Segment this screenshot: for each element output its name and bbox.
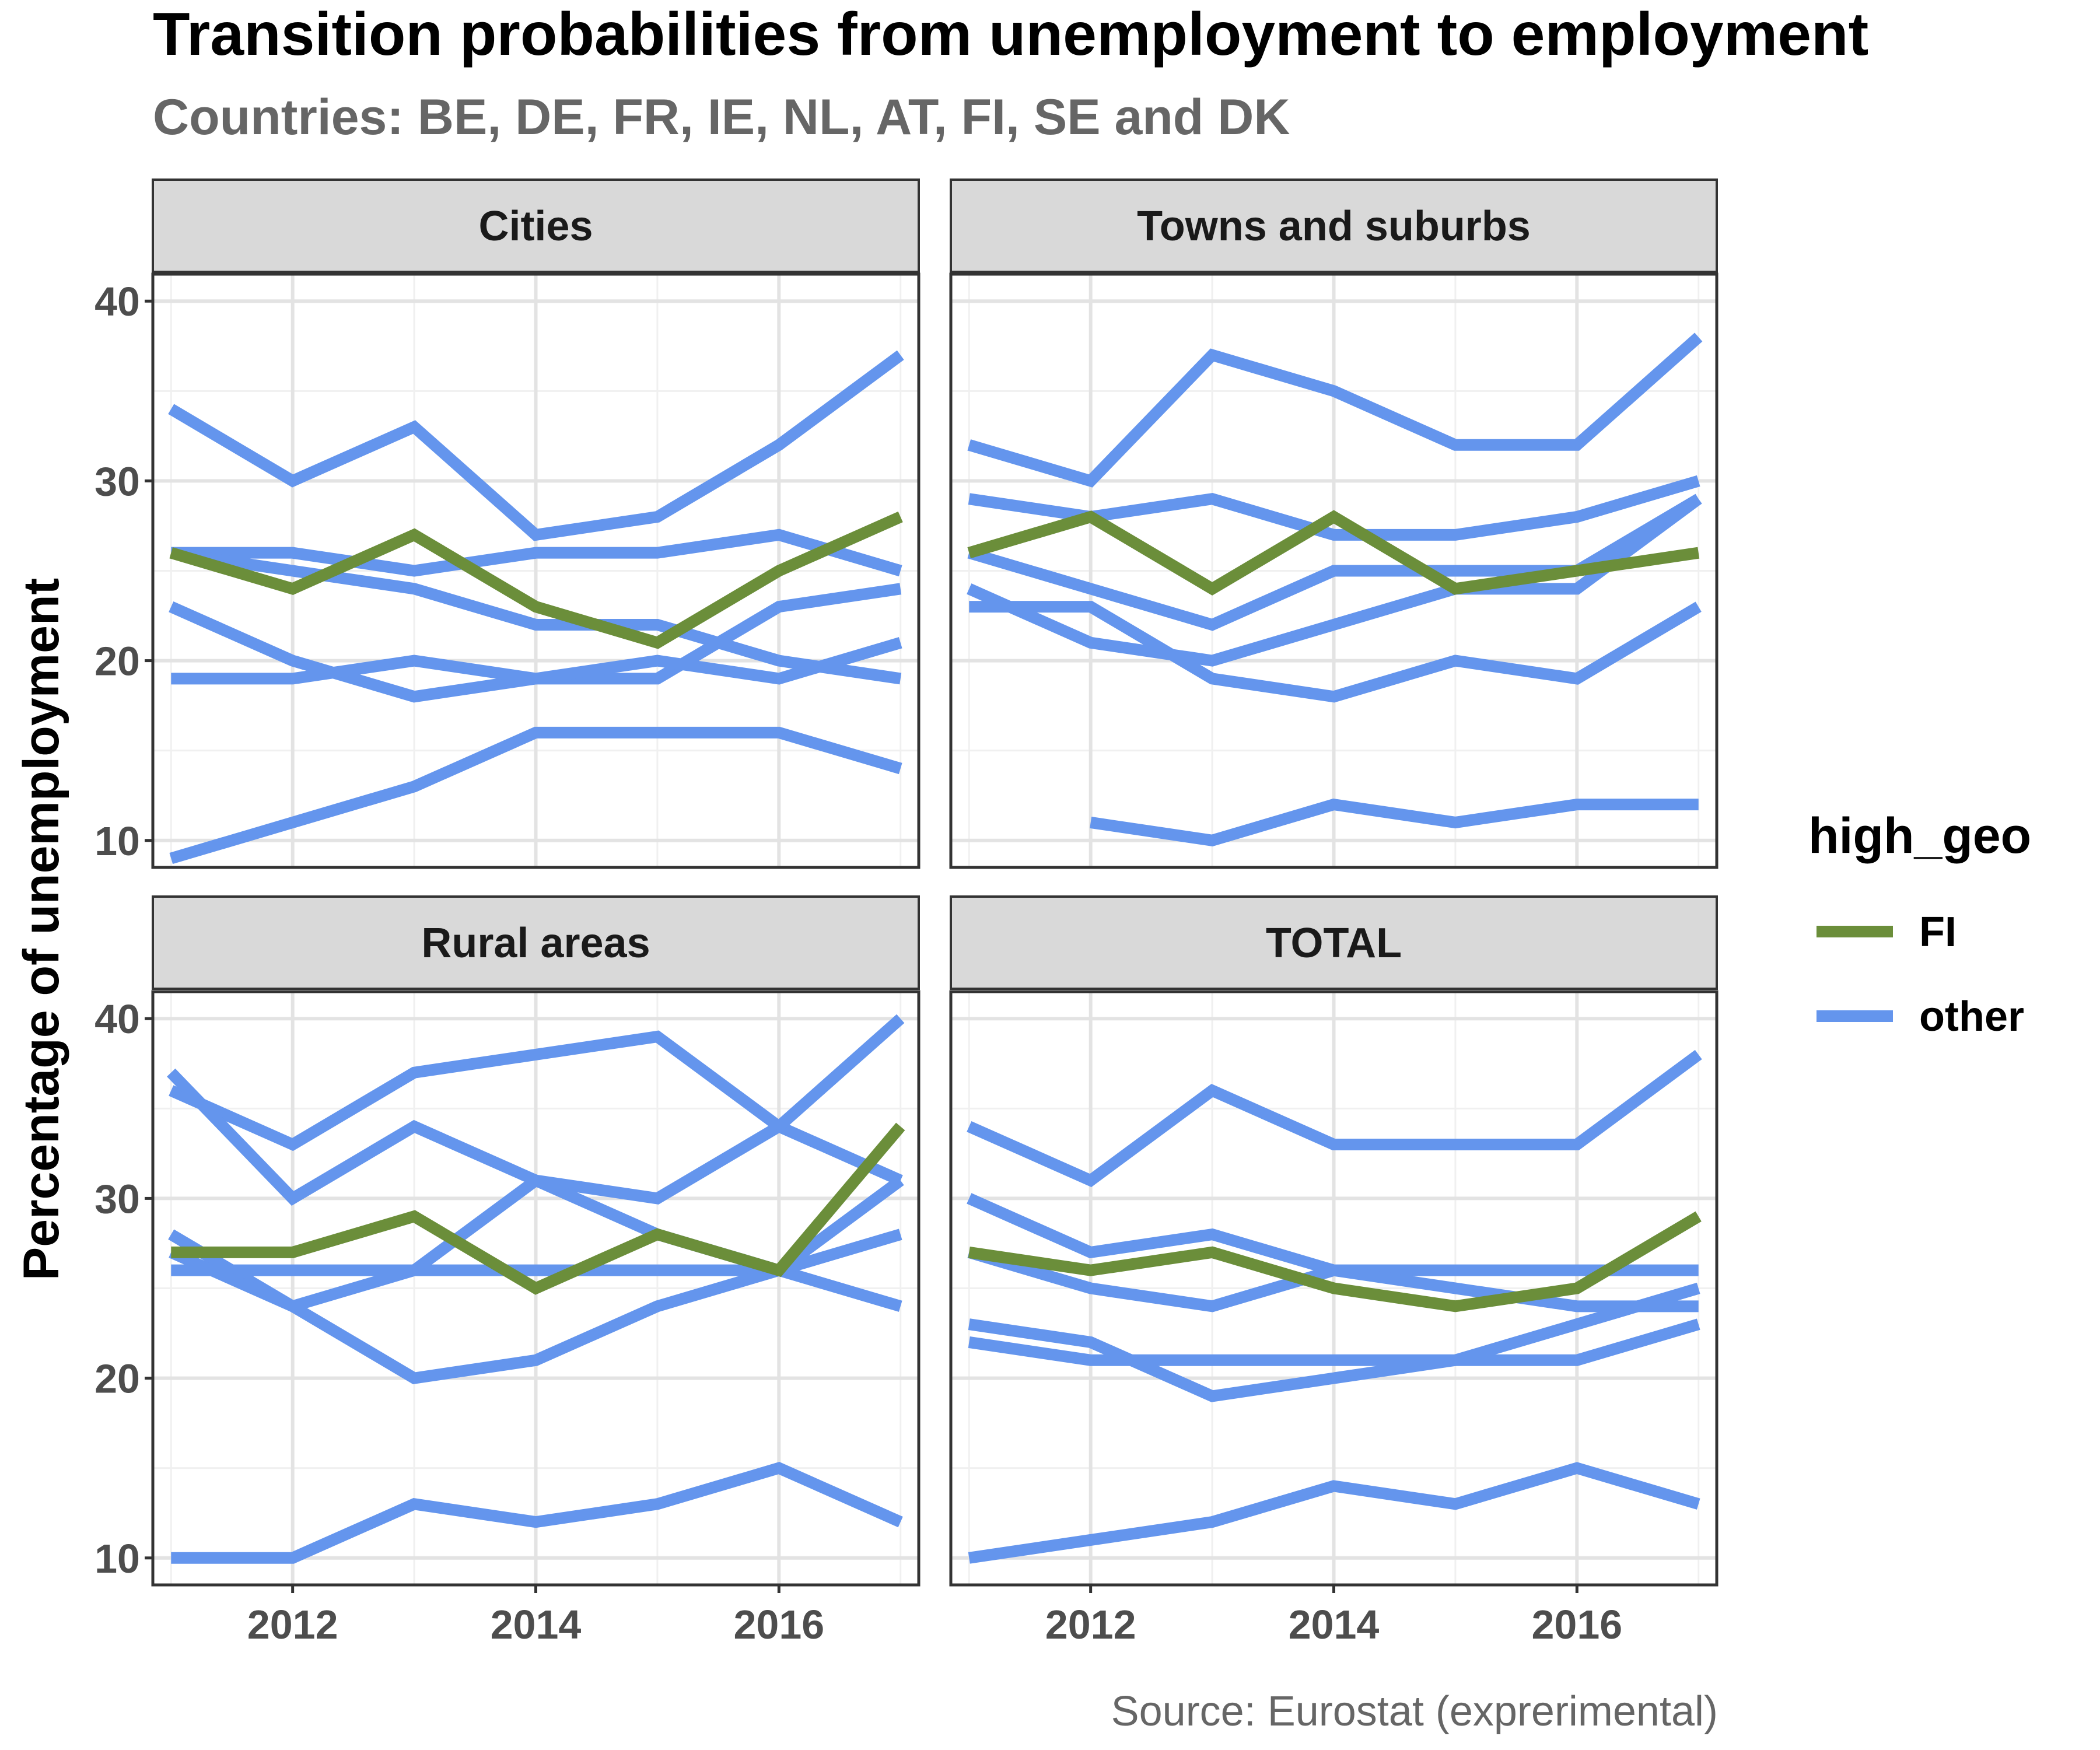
legend-title: high_geo bbox=[1808, 808, 2031, 864]
x-tick-label: 2016 bbox=[733, 1602, 824, 1647]
series-line-other bbox=[168, 350, 904, 541]
x-tick-label: 2014 bbox=[1289, 1602, 1380, 1647]
series-line-other bbox=[968, 1318, 1700, 1366]
panel-strip bbox=[152, 178, 920, 273]
panel-cities: Cities 10 20 30 40 bbox=[94, 178, 921, 869]
series-line-fi bbox=[171, 1122, 905, 1295]
series-line-other bbox=[170, 547, 902, 685]
series-line-other bbox=[967, 494, 1702, 667]
legend-label-fi: FI bbox=[1919, 909, 1957, 956]
panel-strip-title: Rural areas bbox=[421, 920, 650, 967]
y-tick-label: 30 bbox=[94, 1176, 140, 1222]
series-line-other bbox=[1090, 798, 1699, 846]
series-line-other bbox=[171, 528, 902, 577]
x-tick-label: 2012 bbox=[1045, 1602, 1136, 1647]
series-line-other bbox=[171, 1462, 903, 1564]
series-line-fi bbox=[169, 511, 903, 649]
chart-title: Transition probabilities from unemployme… bbox=[153, 1, 1869, 68]
series-line-other bbox=[967, 1049, 1702, 1188]
panel-strip bbox=[950, 895, 1718, 990]
series-line-other bbox=[967, 332, 1703, 488]
series-line-other bbox=[967, 1247, 1699, 1312]
y-axis-title: Percentage of unemployment bbox=[13, 578, 69, 1280]
series-line-other bbox=[171, 637, 902, 685]
series-line-fi bbox=[968, 1211, 1702, 1312]
panel-strip bbox=[152, 895, 920, 990]
series-line-other bbox=[968, 1462, 1700, 1564]
series-line-other bbox=[969, 601, 1702, 703]
x-tick-label: 2016 bbox=[1531, 1602, 1622, 1647]
legend-label-other: other bbox=[1919, 993, 2024, 1040]
y-tick-label: 10 bbox=[94, 818, 140, 864]
series-line-fi bbox=[967, 510, 1700, 596]
y-tick-label: 20 bbox=[94, 1356, 140, 1402]
panel-towns-and-suburbs: Towns and suburbs bbox=[949, 178, 1718, 869]
y-tick-label: 40 bbox=[94, 279, 140, 324]
panel-border bbox=[949, 272, 1718, 869]
x-tick-label: 2012 bbox=[247, 1602, 338, 1647]
chart-caption: Source: Eurostat (exprerimental) bbox=[1111, 1688, 1718, 1735]
series-line-other bbox=[169, 726, 902, 864]
y-tick-label: 30 bbox=[94, 459, 140, 504]
legend: high_geo FI other bbox=[1808, 808, 2031, 1040]
panel-strip-title: Towns and suburbs bbox=[1137, 203, 1531, 250]
x-tick-label: 2014 bbox=[491, 1602, 582, 1647]
panel-strip-title: TOTAL bbox=[1266, 920, 1402, 967]
panel-total: TOTAL 2012 2014 2016 bbox=[949, 895, 1718, 1647]
chart-subtitle: Countries: BE, DE, FR, IE, NL, AT, FI, S… bbox=[153, 89, 1290, 145]
panel-strip-title: Cities bbox=[478, 203, 593, 250]
panel-rural-areas: Rural areas 10 20 30 40 2012 2014 2016 bbox=[94, 895, 921, 1647]
y-tick-label: 40 bbox=[94, 996, 140, 1042]
series-line-other bbox=[968, 1282, 1700, 1402]
panel-border bbox=[151, 272, 921, 869]
y-tick-label: 10 bbox=[94, 1536, 140, 1581]
chart-panels: Cities 10 20 30 40 Towns and suburbs Rural are… bbox=[94, 178, 1718, 1647]
panel-strip bbox=[950, 178, 1718, 273]
y-tick-label: 20 bbox=[94, 639, 140, 684]
